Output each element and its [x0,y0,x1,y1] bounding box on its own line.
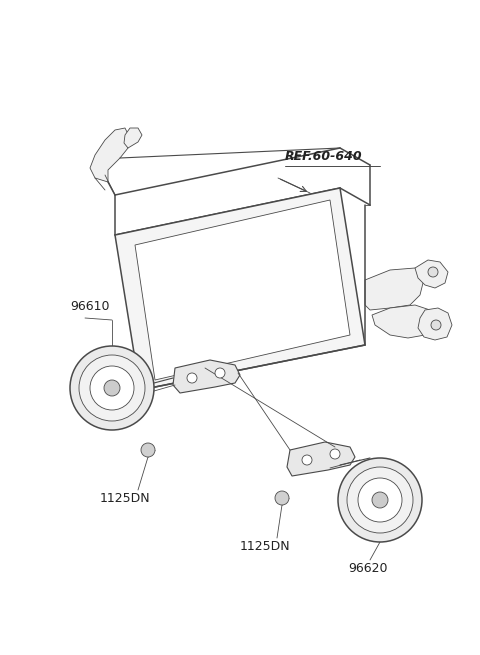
Circle shape [372,492,388,508]
Polygon shape [90,128,130,182]
Text: 1125DN: 1125DN [100,492,151,505]
Circle shape [428,267,438,277]
Text: REF.60-640: REF.60-640 [285,150,362,163]
Polygon shape [173,360,240,393]
Circle shape [275,491,289,505]
Circle shape [79,355,145,421]
Polygon shape [124,128,142,148]
Text: 1125DN: 1125DN [240,540,290,553]
Circle shape [90,366,134,410]
Circle shape [347,467,413,533]
Circle shape [302,455,312,465]
Polygon shape [135,200,350,380]
Circle shape [330,449,340,459]
Polygon shape [415,260,448,288]
Text: 96610: 96610 [70,300,109,313]
Circle shape [104,380,120,396]
Circle shape [358,478,402,522]
Polygon shape [418,308,452,340]
Circle shape [431,320,441,330]
Circle shape [187,373,197,383]
Circle shape [70,346,154,430]
Polygon shape [115,188,365,390]
Polygon shape [372,305,435,338]
Polygon shape [287,442,355,476]
Circle shape [141,443,155,457]
Text: 96620: 96620 [348,562,387,575]
Circle shape [338,458,422,542]
Circle shape [215,368,225,378]
Polygon shape [365,268,425,310]
